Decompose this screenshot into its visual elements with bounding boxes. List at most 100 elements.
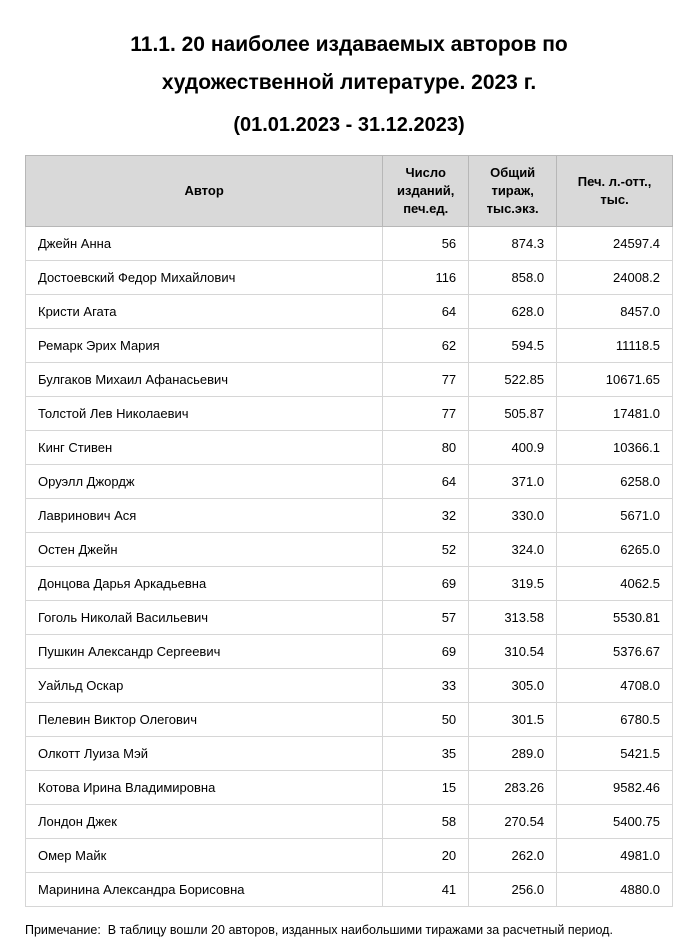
column-header-print-sheets: Печ. л.-отт., тыс. bbox=[556, 154, 673, 228]
value-cell: 5530.81 bbox=[556, 600, 673, 636]
table-row: Котова Ирина Владимировна 15 283.26 9582.46 bbox=[24, 770, 673, 806]
value-cell: 5400.75 bbox=[556, 804, 673, 840]
value-cell: 505.87 bbox=[468, 396, 558, 432]
value-cell: 57 bbox=[382, 600, 470, 636]
table-row: Гоголь Николай Васильевич 57 313.58 5530.81 bbox=[24, 600, 673, 636]
table-row: Оруэлл Джордж 64 371.0 6258.0 bbox=[24, 464, 673, 500]
value-cell: 80 bbox=[382, 430, 470, 466]
author-cell: Остен Джейн bbox=[24, 532, 384, 568]
value-cell: 64 bbox=[382, 294, 470, 330]
value-cell: 313.58 bbox=[468, 600, 558, 636]
value-cell: 330.0 bbox=[468, 498, 558, 534]
author-cell: Лондон Джек bbox=[24, 804, 384, 840]
table-row: Ремарк Эрих Мария 62 594.5 11118.5 bbox=[24, 328, 673, 364]
table-row: Толстой Лев Николаевич 77 505.87 17481.0 bbox=[24, 396, 673, 432]
author-cell: Лавринович Ася bbox=[24, 498, 384, 534]
value-cell: 69 bbox=[382, 566, 470, 602]
table-row: Омер Майк 20 262.0 4981.0 bbox=[24, 838, 673, 874]
table-row: Кинг Стивен 80 400.9 10366.1 bbox=[24, 430, 673, 466]
value-cell: 4880.0 bbox=[556, 872, 673, 908]
value-cell: 5376.67 bbox=[556, 634, 673, 670]
author-cell: Олкотт Луиза Мэй bbox=[24, 736, 384, 772]
value-cell: 11118.5 bbox=[556, 328, 673, 364]
table-row: Пушкин Александр Сергеевич 69 310.54 5376.6… bbox=[24, 634, 673, 670]
value-cell: 256.0 bbox=[468, 872, 558, 908]
value-cell: 319.5 bbox=[468, 566, 558, 602]
value-cell: 4062.5 bbox=[556, 566, 673, 602]
value-cell: 8457.0 bbox=[556, 294, 673, 330]
footnote: Примечание: В таблицу вошли 20 авторов, … bbox=[25, 923, 613, 937]
value-cell: 15 bbox=[382, 770, 470, 806]
author-cell: Достоевский Федор Михайлович bbox=[24, 260, 384, 296]
value-cell: 10366.1 bbox=[556, 430, 673, 466]
author-cell: Донцова Дарья Аркадьевна bbox=[24, 566, 384, 602]
table-row: Джейн Анна 56 874.3 24597.4 bbox=[24, 226, 673, 262]
author-cell: Ремарк Эрих Мария bbox=[24, 328, 384, 364]
table-header: Автор Число изданий, печ.ед. Общий тираж… bbox=[24, 154, 673, 228]
table-row: Уайльд Оскар 33 305.0 4708.0 bbox=[24, 668, 673, 704]
value-cell: 17481.0 bbox=[556, 396, 673, 432]
table-body: Джейн Анна 56 874.3 24597.4 Достоевский Федо… bbox=[24, 226, 673, 908]
value-cell: 56 bbox=[382, 226, 470, 262]
author-cell: Омер Майк bbox=[24, 838, 384, 874]
value-cell: 270.54 bbox=[468, 804, 558, 840]
value-cell: 874.3 bbox=[468, 226, 558, 262]
value-cell: 77 bbox=[382, 362, 470, 398]
value-cell: 69 bbox=[382, 634, 470, 670]
author-cell: Толстой Лев Николаевич bbox=[24, 396, 384, 432]
value-cell: 6265.0 bbox=[556, 532, 673, 568]
authors-table: Автор Число изданий, печ.ед. Общий тираж… bbox=[24, 154, 673, 908]
author-cell: Маринина Александра Борисовна bbox=[24, 872, 384, 908]
author-cell: Булгаков Михаил Афанасьевич bbox=[24, 362, 384, 398]
column-header-editions: Число изданий, печ.ед. bbox=[382, 154, 470, 228]
value-cell: 10671.65 bbox=[556, 362, 673, 398]
author-cell: Котова Ирина Владимировна bbox=[24, 770, 384, 806]
value-cell: 20 bbox=[382, 838, 470, 874]
value-cell: 310.54 bbox=[468, 634, 558, 670]
value-cell: 283.26 bbox=[468, 770, 558, 806]
column-header-author: Автор bbox=[24, 154, 384, 228]
value-cell: 9582.46 bbox=[556, 770, 673, 806]
value-cell: 262.0 bbox=[468, 838, 558, 874]
value-cell: 64 bbox=[382, 464, 470, 500]
table-row: Лондон Джек 58 270.54 5400.75 bbox=[24, 804, 673, 840]
value-cell: 24008.2 bbox=[556, 260, 673, 296]
value-cell: 41 bbox=[382, 872, 470, 908]
table-row: Олкотт Луиза Мэй 35 289.0 5421.5 bbox=[24, 736, 673, 772]
value-cell: 50 bbox=[382, 702, 470, 738]
value-cell: 4981.0 bbox=[556, 838, 673, 874]
author-cell: Джейн Анна bbox=[24, 226, 384, 262]
page-subtitle: (01.01.2023 - 31.12.2023) bbox=[233, 113, 465, 136]
author-cell: Пушкин Александр Сергеевич bbox=[24, 634, 384, 670]
value-cell: 24597.4 bbox=[556, 226, 673, 262]
value-cell: 289.0 bbox=[468, 736, 558, 772]
value-cell: 594.5 bbox=[468, 328, 558, 364]
value-cell: 371.0 bbox=[468, 464, 558, 500]
header-row: Автор Число изданий, печ.ед. Общий тираж… bbox=[24, 154, 673, 228]
value-cell: 6258.0 bbox=[556, 464, 673, 500]
author-cell: Кристи Агата bbox=[24, 294, 384, 330]
table-row: Достоевский Федор Михайлович 116 858.0 2400… bbox=[24, 260, 673, 296]
value-cell: 32 bbox=[382, 498, 470, 534]
value-cell: 35 bbox=[382, 736, 470, 772]
table-row: Остен Джейн 52 324.0 6265.0 bbox=[24, 532, 673, 568]
value-cell: 58 bbox=[382, 804, 470, 840]
value-cell: 6780.5 bbox=[556, 702, 673, 738]
value-cell: 858.0 bbox=[468, 260, 558, 296]
value-cell: 400.9 bbox=[468, 430, 558, 466]
value-cell: 5421.5 bbox=[556, 736, 673, 772]
value-cell: 62 bbox=[382, 328, 470, 364]
author-cell: Оруэлл Джордж bbox=[24, 464, 384, 500]
table-row: Донцова Дарья Аркадьевна 69 319.5 4062.5 bbox=[24, 566, 673, 602]
table-row: Булгаков Михаил Афанасьевич 77 522.85 10671… bbox=[24, 362, 673, 398]
page-title: 11.1. 20 наиболее издаваемых авторов по … bbox=[130, 33, 568, 94]
value-cell: 522.85 bbox=[468, 362, 558, 398]
value-cell: 33 bbox=[382, 668, 470, 704]
author-cell: Пелевин Виктор Олегович bbox=[24, 702, 384, 738]
author-cell: Уайльд Оскар bbox=[24, 668, 384, 704]
value-cell: 116 bbox=[382, 260, 470, 296]
value-cell: 52 bbox=[382, 532, 470, 568]
value-cell: 5671.0 bbox=[556, 498, 673, 534]
table-row: Пелевин Виктор Олегович 50 301.5 6780.5 bbox=[24, 702, 673, 738]
